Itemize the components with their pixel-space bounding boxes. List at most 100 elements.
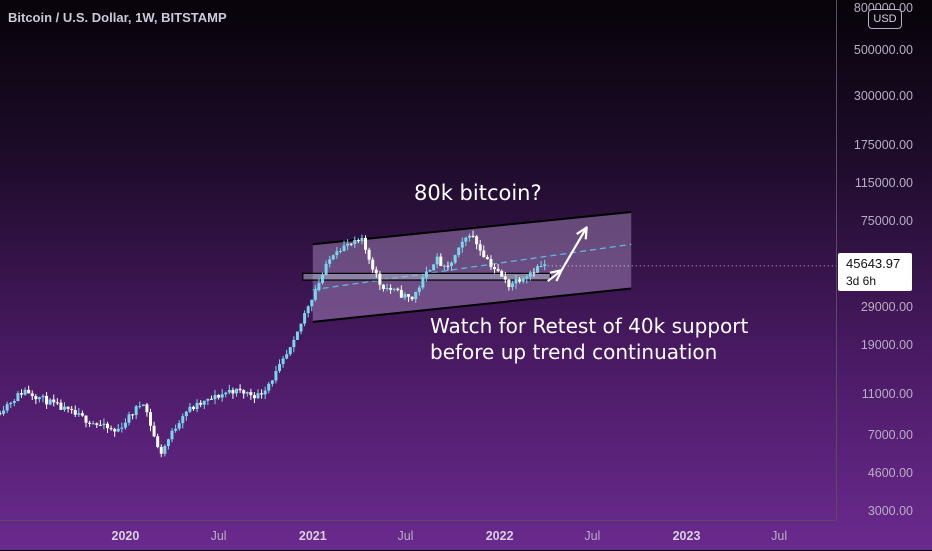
- candle-body: [439, 256, 443, 267]
- candle-down: [209, 395, 213, 400]
- candle-down: [80, 410, 84, 417]
- candle-up: [220, 389, 224, 402]
- candle-body: [116, 428, 120, 432]
- candle-body: [532, 272, 536, 274]
- candle-body: [482, 250, 486, 258]
- candle-up: [5, 401, 9, 414]
- candle-body: [27, 389, 31, 394]
- candle-up: [450, 261, 454, 271]
- candle-up: [321, 272, 325, 285]
- candle-up: [263, 386, 267, 400]
- candle-body: [0, 413, 2, 415]
- candle-body: [20, 393, 24, 395]
- candle-up: [127, 411, 131, 426]
- candle-body: [295, 331, 299, 340]
- candle-up: [91, 420, 95, 425]
- candle-body: [464, 237, 468, 242]
- candle-body: [442, 265, 446, 267]
- candle-body: [177, 423, 181, 429]
- candle-body: [63, 406, 67, 410]
- candle-down: [252, 392, 256, 404]
- candle-body: [249, 392, 253, 396]
- candle-body: [131, 414, 135, 416]
- candle-up: [134, 404, 138, 420]
- candle-body: [281, 358, 285, 365]
- candle-body: [206, 398, 210, 401]
- candle-up: [163, 444, 167, 457]
- candle-body: [220, 394, 224, 398]
- candle-body: [77, 413, 81, 415]
- candle-body: [514, 279, 518, 284]
- candle-body: [217, 394, 221, 398]
- time-tick-label: 2023: [672, 529, 701, 543]
- candle-body: [106, 423, 110, 429]
- currency-button[interactable]: USD: [868, 9, 902, 29]
- candle-up: [177, 420, 181, 431]
- candle-up: [141, 404, 145, 407]
- candle-body: [123, 422, 127, 428]
- time-axis[interactable]: 2020 Jul 2021 Jul 2022 Jul 2023 Jul: [0, 520, 836, 551]
- candle-down: [367, 247, 371, 265]
- candles: [0, 230, 547, 458]
- price-channel: [302, 211, 632, 323]
- candle-down: [152, 421, 156, 438]
- candle-body: [313, 290, 317, 300]
- price-chart[interactable]: [0, 0, 836, 520]
- candle-body: [95, 423, 99, 425]
- candle-up: [195, 399, 199, 413]
- candle-body: [73, 409, 77, 415]
- candle-up: [120, 422, 124, 433]
- candle-up: [539, 261, 543, 268]
- candle-body: [270, 380, 274, 384]
- candle-body: [335, 251, 339, 256]
- candle-body: [399, 289, 403, 298]
- price-axis[interactable]: 3000.00 4600.00 7000.00 11000.00 19000.00 290…: [836, 0, 932, 520]
- candle-body: [213, 394, 217, 400]
- candle-down: [109, 425, 113, 431]
- candle-body: [267, 383, 271, 391]
- candle-up: [460, 237, 464, 253]
- candle-up: [303, 310, 307, 327]
- candle-down: [84, 415, 88, 428]
- candle-down: [399, 285, 403, 299]
- candle-body: [224, 392, 228, 395]
- candle-up: [432, 264, 436, 271]
- candle-body: [367, 249, 371, 260]
- candle-up: [514, 274, 518, 289]
- candle-down: [242, 389, 246, 399]
- candle-down: [55, 398, 59, 406]
- candle-up: [353, 236, 357, 248]
- channel-midline: [312, 243, 632, 291]
- candle-up: [317, 278, 321, 292]
- candle-body: [510, 283, 514, 288]
- candle-up: [342, 240, 346, 252]
- candle-body: [528, 272, 532, 277]
- candle-body: [256, 393, 260, 399]
- candle-up: [543, 259, 547, 271]
- candle-body: [303, 313, 307, 324]
- candle-body: [356, 239, 360, 242]
- candle-body: [181, 416, 185, 424]
- candle-body: [149, 412, 153, 426]
- candle-down: [199, 400, 203, 408]
- candle-up: [313, 285, 317, 302]
- price-tick-label: 3000.00: [867, 504, 913, 518]
- candle-body: [80, 413, 84, 416]
- candle-body: [360, 237, 364, 242]
- candle-body: [424, 271, 428, 278]
- price-tick-label: 300000.00: [853, 89, 913, 104]
- candle-down: [410, 296, 414, 302]
- candle-up: [338, 248, 342, 254]
- candle-body: [55, 402, 59, 404]
- candle-body: [432, 264, 436, 271]
- candle-up: [525, 274, 529, 284]
- candle-down: [217, 394, 221, 400]
- candle-down: [371, 257, 375, 274]
- candle-body: [428, 270, 432, 272]
- candle-up: [278, 359, 282, 374]
- candle-down: [98, 420, 102, 426]
- candle-body: [396, 288, 400, 290]
- candle-body: [170, 430, 174, 440]
- time-tick-label: Jul: [771, 529, 788, 543]
- candle-body: [496, 269, 500, 271]
